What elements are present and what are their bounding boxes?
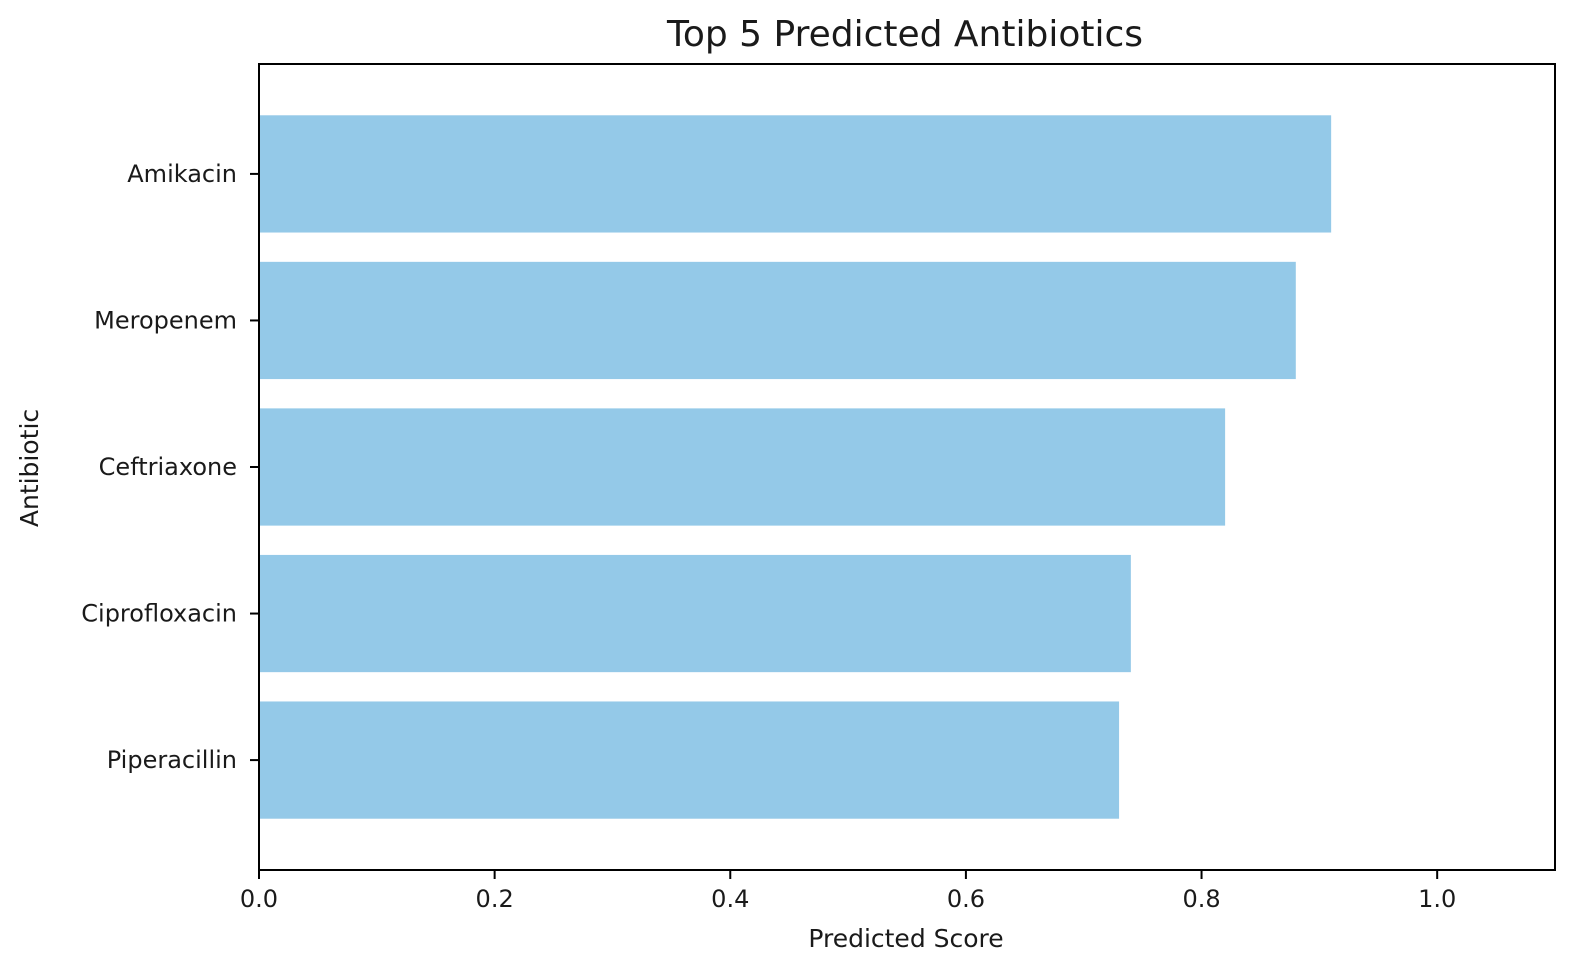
- y-axis-label: Antibiotic: [15, 409, 44, 527]
- bar-ciprofloxacin: [259, 554, 1131, 673]
- x-tick-label: 0.8: [1182, 885, 1220, 913]
- y-tick-label: Amikacin: [127, 160, 237, 188]
- y-tick-label: Piperacillin: [107, 746, 237, 774]
- y-axis-ticks: Amikacin Meropenem Ceftriaxone Ciprofloxaci…: [81, 160, 259, 774]
- x-tick-label: 0.0: [240, 885, 278, 913]
- bars-layer: [259, 115, 1332, 819]
- y-tick-label: Meropenem: [94, 306, 237, 334]
- x-tick-label: 0.6: [947, 885, 985, 913]
- y-tick-label: Ceftriaxone: [99, 453, 237, 481]
- x-tick-label: 0.2: [476, 885, 514, 913]
- x-tick-label: 1.0: [1418, 885, 1456, 913]
- x-axis-label: Predicted Score: [808, 924, 1003, 953]
- bar-amikacin: [259, 115, 1332, 233]
- x-tick-label: 0.4: [711, 885, 749, 913]
- bar-meropenem: [259, 261, 1296, 380]
- chart-title: Top 5 Predicted Antibiotics: [666, 14, 1143, 55]
- x-axis-ticks: 0.0 0.2 0.4 0.6 0.8 1.0: [240, 870, 1456, 913]
- y-tick-label: Ciprofloxacin: [81, 600, 237, 628]
- bar-piperacillin: [259, 701, 1120, 819]
- bar-ceftriaxone: [259, 408, 1226, 526]
